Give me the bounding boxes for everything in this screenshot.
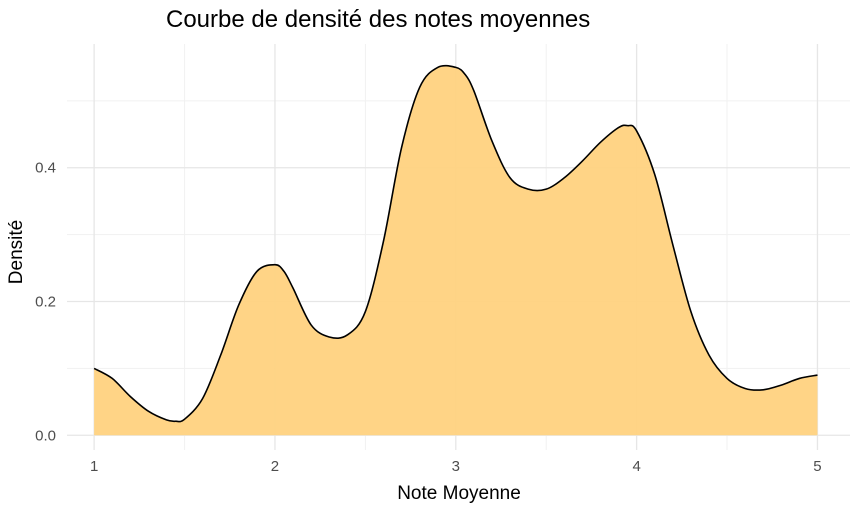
x-axis-label: Note Moyenne [397,483,521,504]
x-tick-label: 2 [271,458,279,475]
y-tick-label: 0.0 [35,427,56,444]
density-area-layer [93,64,818,436]
density-line [93,64,818,423]
x-tick-label: 1 [90,458,98,475]
x-tick-label: 4 [632,458,640,475]
y-axis-label: Densité [6,219,27,285]
x-tick-label: 5 [813,458,821,475]
x-tick-labels: 1 2 3 4 5 [90,458,822,475]
y-tick-label: 0.2 [35,294,56,311]
y-tick-labels: 0.0 0.2 0.4 [35,160,56,445]
density-area [94,65,818,436]
x-tick-label: 3 [452,458,460,475]
y-tick-label: 0.4 [35,160,56,177]
chart-title: Courbe de densité des notes moyennes [166,6,591,33]
